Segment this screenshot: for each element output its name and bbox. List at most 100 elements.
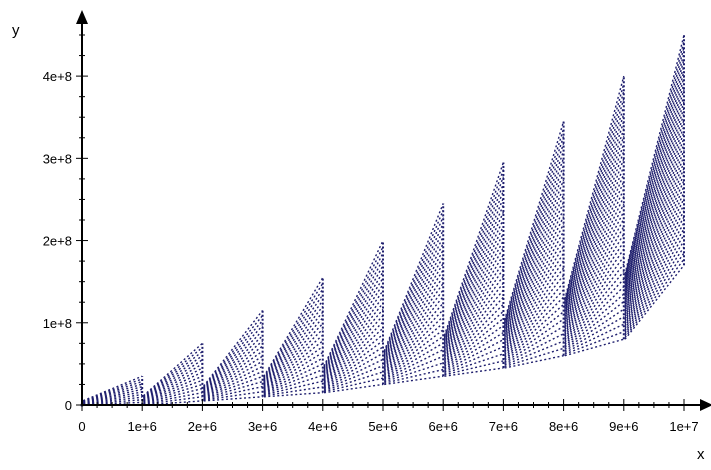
data-band-line bbox=[383, 309, 444, 373]
data-band-line bbox=[624, 125, 685, 300]
data-band-line bbox=[624, 46, 685, 278]
data-band-line bbox=[263, 277, 324, 377]
data-band-line bbox=[624, 186, 685, 318]
data-band-line bbox=[504, 354, 564, 369]
data-band-line bbox=[443, 247, 505, 353]
data-band-line bbox=[443, 303, 504, 365]
data-band-line bbox=[323, 352, 384, 388]
data-band-line bbox=[323, 252, 384, 369]
data-band-line bbox=[624, 168, 685, 312]
data-band-line bbox=[624, 234, 685, 331]
data-band-line bbox=[564, 331, 625, 355]
data-band-line bbox=[624, 180, 685, 316]
data-band-line bbox=[142, 346, 203, 397]
y-tick-label: 3e+8 bbox=[43, 151, 72, 166]
data-band-line bbox=[203, 345, 264, 393]
data-band-line bbox=[444, 353, 504, 375]
x-tick-label: 1e+7 bbox=[669, 419, 698, 434]
data-band-line bbox=[443, 317, 504, 367]
data-band-line bbox=[143, 379, 203, 403]
data-band-line bbox=[564, 323, 625, 354]
data-band-line bbox=[444, 339, 504, 372]
data-band-line bbox=[443, 324, 504, 369]
data-band-line bbox=[383, 289, 444, 369]
data-band-line bbox=[624, 71, 685, 285]
data-band-line bbox=[203, 320, 264, 389]
data-band-line bbox=[263, 380, 323, 396]
data-band-line bbox=[323, 346, 384, 387]
data-band-line bbox=[143, 359, 203, 399]
data-band-line bbox=[443, 211, 505, 346]
data-band-line bbox=[564, 308, 625, 350]
data-band-line bbox=[624, 119, 685, 299]
data-band-line bbox=[443, 183, 505, 340]
data-band-line bbox=[564, 90, 625, 303]
axes: 0 1e+6 2e+6 3e+6 4e+6 5e+6 6e+6 7e+6 8e+6 9e+6 1e+… bbox=[12, 10, 711, 463]
data-band-line bbox=[444, 367, 504, 377]
data-band-line bbox=[203, 365, 263, 397]
data-band-line bbox=[624, 198, 685, 321]
data-band-line bbox=[323, 365, 384, 390]
x-tick-label: 4e+6 bbox=[308, 419, 337, 434]
data-band-line bbox=[503, 216, 565, 340]
data-band-line bbox=[624, 83, 685, 288]
data-band-line bbox=[564, 218, 625, 331]
x-tick-label: 9e+6 bbox=[609, 419, 638, 434]
data-band-line bbox=[443, 261, 504, 356]
data-band-line bbox=[323, 321, 384, 382]
data-band-line bbox=[203, 396, 263, 402]
data-band-line bbox=[503, 135, 565, 324]
data-band-line bbox=[624, 161, 685, 311]
y-axis-arrowhead bbox=[76, 10, 88, 24]
data-band-line bbox=[323, 302, 384, 379]
data-band-line bbox=[383, 256, 444, 362]
data-band-line bbox=[624, 210, 685, 325]
data-band-line bbox=[503, 172, 565, 331]
data-band-line bbox=[624, 89, 685, 290]
data-band-line bbox=[323, 308, 384, 380]
data-band-line bbox=[323, 315, 384, 381]
data-band-line bbox=[504, 252, 565, 348]
data-band-line bbox=[504, 267, 565, 351]
data-band-line bbox=[203, 315, 264, 388]
data-band-line bbox=[564, 121, 625, 309]
data-band-line bbox=[443, 289, 504, 362]
data-band-line bbox=[83, 399, 143, 405]
data-band-line bbox=[323, 296, 384, 377]
data-band-line bbox=[263, 311, 324, 383]
data-band-line bbox=[383, 243, 444, 360]
data-band-line bbox=[504, 333, 564, 365]
data-band-line bbox=[203, 375, 263, 399]
data-band-line bbox=[383, 262, 444, 364]
data-band-line bbox=[142, 351, 203, 398]
data-band-line bbox=[624, 192, 685, 319]
data-band-line bbox=[383, 282, 444, 367]
data-band-line bbox=[263, 305, 324, 382]
data-band-line bbox=[83, 386, 143, 403]
data-band-line bbox=[504, 311, 565, 360]
data-band-line bbox=[143, 371, 203, 402]
data-band-line bbox=[503, 208, 565, 339]
data-band-line bbox=[83, 393, 143, 405]
x-axis-label: x bbox=[697, 446, 705, 463]
data-band-line bbox=[82, 378, 143, 402]
data-band-line bbox=[443, 197, 505, 343]
data-band-line bbox=[383, 349, 444, 380]
data-band-line bbox=[83, 396, 143, 405]
x-tick-label: 7e+6 bbox=[489, 419, 518, 434]
data-band-line bbox=[323, 271, 384, 373]
data-band-line bbox=[624, 77, 685, 287]
x-tick-label: 5e+6 bbox=[368, 419, 397, 434]
y-tick-label: 1e+8 bbox=[43, 316, 72, 331]
data-band-line bbox=[564, 181, 625, 322]
data-band-line bbox=[564, 188, 625, 324]
x-tick-label: 8e+6 bbox=[549, 419, 578, 434]
data-band-line bbox=[564, 278, 625, 344]
data-band-line bbox=[82, 380, 143, 403]
data-band-line bbox=[383, 329, 444, 377]
data-band-line bbox=[143, 387, 203, 404]
data-band-line bbox=[83, 383, 143, 403]
data-band-line bbox=[504, 340, 564, 366]
data-band-line bbox=[504, 281, 565, 354]
